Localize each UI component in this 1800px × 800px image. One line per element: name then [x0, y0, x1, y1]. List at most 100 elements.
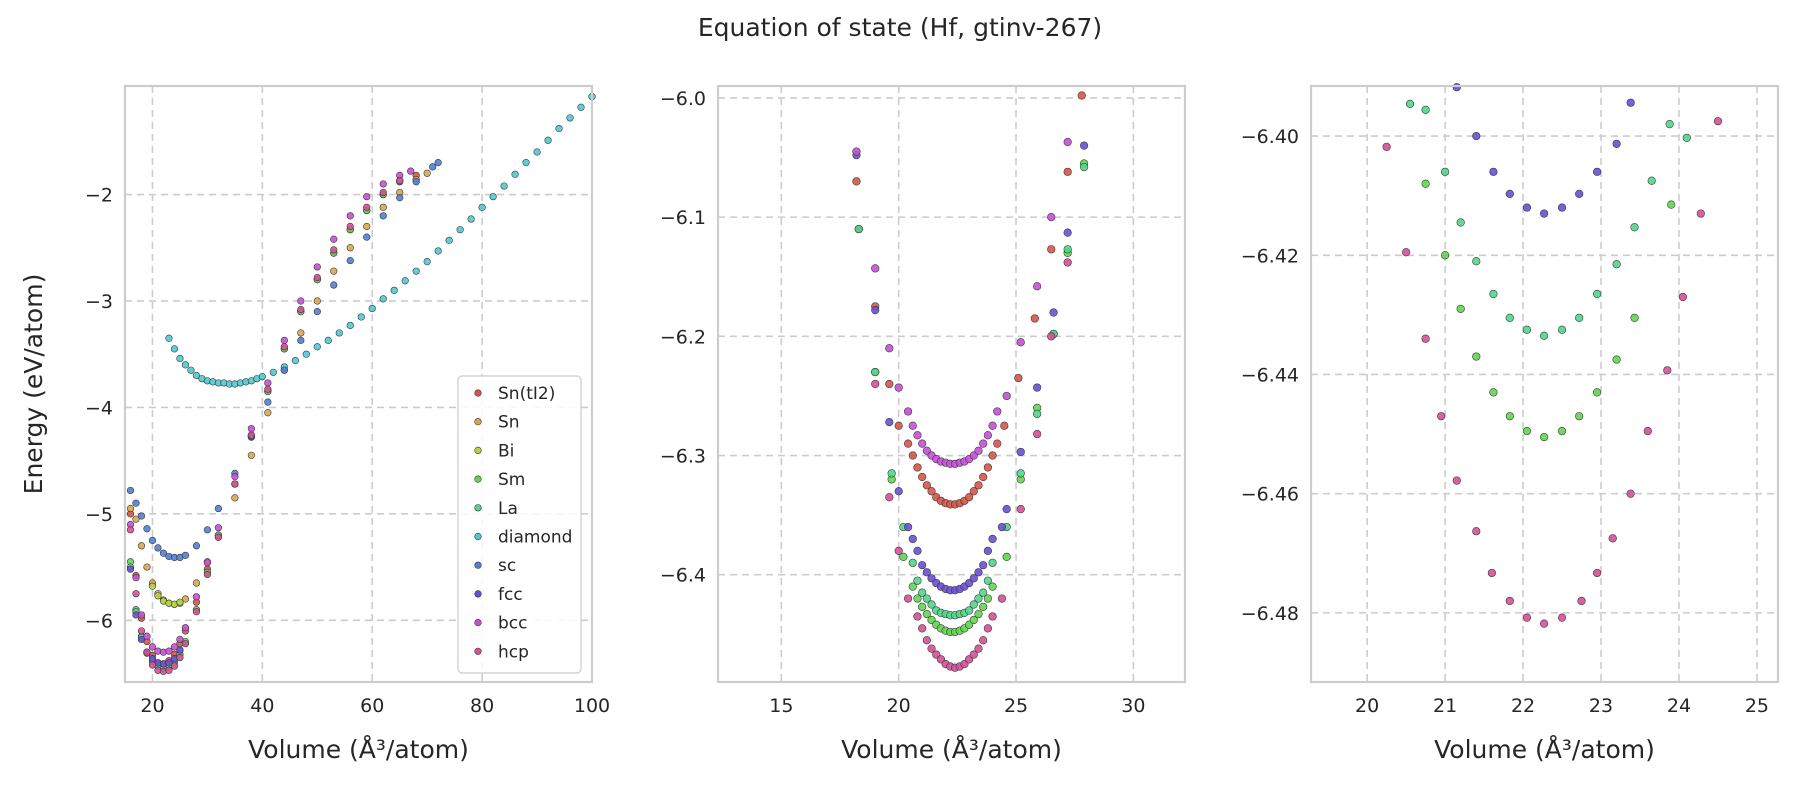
- data-point: [176, 354, 184, 363]
- data-point: [126, 486, 135, 495]
- data-point: [1456, 218, 1465, 227]
- data-point: [871, 264, 880, 273]
- data-point: [1077, 91, 1086, 100]
- axes-frame: [716, 84, 1187, 684]
- data-point: [379, 188, 387, 197]
- data-point: [214, 524, 222, 532]
- data-point: [247, 425, 255, 433]
- data-point: [137, 512, 146, 520]
- data-point: [1487, 568, 1496, 578]
- data-point: [330, 246, 338, 254]
- data-point: [346, 212, 354, 220]
- data-point: [192, 579, 201, 587]
- data-point: [988, 421, 997, 430]
- panel-3-detail: 20 21 22 23 24 25 −6.48 −6.46 −6.44 −6.42 −6.40 Vol…: [1241, 83, 1780, 764]
- data-point: [983, 546, 992, 555]
- series-Sm: [871, 159, 1089, 637]
- data-point: [346, 244, 354, 252]
- x-tick-label: 20: [140, 695, 164, 717]
- data-point: [379, 212, 387, 220]
- data-point: [165, 334, 173, 342]
- data-point: [330, 281, 338, 289]
- data-point: [423, 258, 431, 266]
- data-point: [979, 439, 988, 448]
- data-point: [533, 148, 541, 156]
- data-point: [143, 563, 151, 571]
- data-point: [126, 504, 135, 513]
- data-point: [544, 136, 552, 144]
- data-point: [363, 233, 371, 241]
- data-point: [894, 546, 903, 555]
- data-point: [396, 194, 404, 202]
- legend-entry: sc: [498, 556, 516, 576]
- data-point: [176, 598, 184, 606]
- data-point: [974, 481, 983, 490]
- data-point: [1557, 426, 1567, 436]
- data-point: [852, 177, 861, 186]
- data-point: [566, 114, 574, 122]
- data-point: [137, 627, 146, 635]
- data-point: [988, 612, 997, 621]
- data-point: [918, 561, 927, 570]
- data-point: [148, 643, 157, 651]
- data-point: [1063, 245, 1072, 254]
- data-point: [1402, 248, 1411, 257]
- data-point: [974, 609, 983, 619]
- data-point: [203, 570, 212, 579]
- data-point: [885, 344, 894, 353]
- data-point: [1612, 139, 1621, 148]
- data-point: [346, 222, 354, 231]
- data-point: [1557, 325, 1567, 334]
- data-point: [1002, 391, 1011, 401]
- data-point: [903, 522, 913, 532]
- data-point: [1002, 552, 1011, 561]
- series-bcc: [126, 167, 415, 656]
- data-point: [346, 321, 354, 330]
- data-point: [1593, 167, 1602, 176]
- series-Sn(tI2): [126, 171, 420, 668]
- data-point: [1608, 534, 1617, 543]
- data-point: [313, 308, 321, 316]
- data-point: [974, 446, 983, 455]
- data-point: [176, 646, 184, 654]
- data-point: [965, 606, 974, 615]
- data-point: [231, 472, 239, 481]
- data-point: [280, 336, 288, 344]
- data-point: [871, 305, 880, 315]
- x-tick-label: 23: [1589, 695, 1613, 717]
- legend-marker: [474, 590, 482, 598]
- data-point: [983, 576, 992, 585]
- series-Sn(tI2): [852, 91, 1086, 509]
- data-point: [1505, 596, 1514, 606]
- data-point: [137, 635, 146, 644]
- data-point: [154, 544, 162, 552]
- data-point: [1016, 505, 1025, 514]
- data-point: [379, 295, 387, 303]
- data-point: [993, 439, 1002, 448]
- data-point: [1489, 388, 1498, 397]
- series-fcc: [852, 141, 1089, 595]
- data-point: [363, 222, 371, 231]
- data-point: [165, 666, 173, 674]
- data-point: [1016, 447, 1025, 457]
- data-point: [214, 533, 222, 541]
- data-point: [979, 602, 988, 612]
- data-point: [269, 368, 277, 376]
- data-point: [1540, 209, 1549, 218]
- legend-entry: La: [498, 499, 518, 519]
- data-point: [148, 536, 157, 545]
- data-point: [291, 356, 299, 365]
- data-point: [988, 558, 997, 567]
- series-hcp: [126, 177, 404, 675]
- data-point: [412, 267, 420, 275]
- data-point: [969, 574, 978, 583]
- y-tick-label: −4: [85, 397, 113, 419]
- data-point: [918, 439, 927, 448]
- data-point: [1382, 142, 1391, 151]
- data-point: [913, 546, 922, 555]
- data-point: [181, 624, 190, 632]
- series-La: [854, 162, 1089, 620]
- data-point: [887, 469, 896, 478]
- data-point: [132, 499, 140, 507]
- y-tick-label: −6.42: [1241, 245, 1299, 267]
